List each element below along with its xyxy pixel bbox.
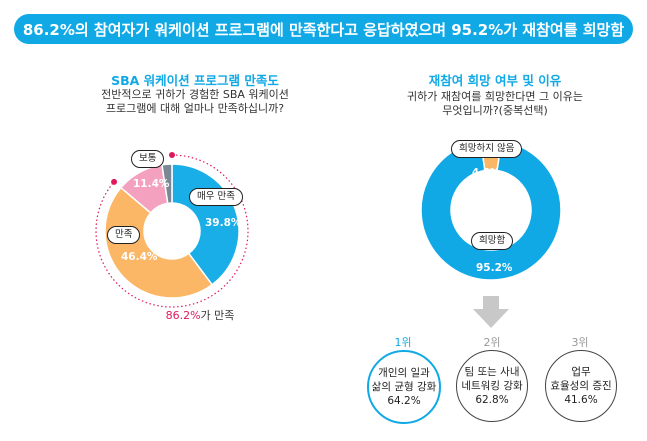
left-question-line2: 프로그램에 대해 얼마나 만족하십니까?: [105, 102, 285, 115]
slice-label-very-satisfied: 매우 만족: [189, 188, 243, 206]
summary-suffix: 가 만족: [200, 309, 235, 322]
reason-2-value: 62.8%: [475, 394, 509, 406]
arc-end-dot-right: [169, 152, 175, 158]
rejoin-slice-0: [420, 139, 562, 281]
slice-value-hope: 95.2%: [476, 262, 513, 274]
rejoin-donut: [420, 139, 562, 281]
reason-circle-rank-3: 업무 효율성의 증진 41.6%: [545, 350, 617, 422]
reason-3-line1: 업무: [571, 366, 591, 378]
slice-value-neutral: 11.4%: [133, 178, 170, 190]
reason-2-line2: 네트워킹 강화: [461, 380, 523, 392]
slice-label-satisfied: 만족: [107, 226, 141, 244]
satisfaction-slice-3: [161, 163, 173, 205]
slice-label-neutral: 보통: [131, 150, 165, 168]
slice-label-not-hope: 희망하지 않음: [451, 140, 523, 158]
reason-1-value: 64.2%: [387, 395, 421, 407]
reason-3-line2: 효율성의 증진: [550, 380, 612, 392]
left-question-line1: 전반적으로 귀하가 경험한 SBA 워케이션: [101, 88, 289, 101]
right-question-line2: 무엇입니까?(중복선택): [442, 104, 548, 117]
satisfaction-summary: 86.2%가 만족: [130, 307, 270, 323]
reason-circle-rank-2: 팀 또는 사내 네트워킹 강화 62.8%: [456, 350, 528, 422]
summary-percentage: 86.2%: [165, 309, 201, 322]
right-section-title: 재참여 희망 여부 및 이유: [428, 73, 562, 88]
slice-value-satisfied: 46.4%: [121, 251, 158, 263]
slice-value-very-satisfied: 39.8%: [205, 217, 242, 229]
rank-3-label: 3위: [571, 336, 589, 349]
rank-2-label: 2위: [483, 336, 501, 349]
reason-1-line2: 삶의 균형 강화: [371, 381, 437, 393]
right-question: 귀하가 재참여를 희망한다면 그 이유는 무엇입니까?(중복선택): [360, 90, 630, 118]
reason-2-line1: 팀 또는 사내: [464, 366, 520, 378]
slice-label-hope: 희망함: [471, 232, 514, 250]
left-section-title: SBA 워케이션 프로그램 만족도: [111, 73, 279, 88]
rank-1-label: 1위: [394, 336, 412, 349]
satisfaction-outline-arc: [95, 154, 249, 308]
satisfaction-slice-1: [104, 186, 214, 299]
reason-1-line1: 개인의 일과: [378, 367, 430, 379]
right-question-line1: 귀하가 재참여를 희망한다면 그 이유는: [407, 90, 583, 103]
headline-banner: 86.2%의 참여자가 워케이션 프로그램에 만족한다고 응답하였으며 95.2…: [14, 14, 633, 44]
left-question: 전반적으로 귀하가 경험한 SBA 워케이션 프로그램에 대해 얼마나 만족하십…: [40, 88, 350, 116]
reason-circle-rank-1: 개인의 일과 삶의 균형 강화 64.2%: [367, 350, 441, 424]
arc-end-dot-left: [111, 178, 118, 185]
reason-3-value: 41.6%: [564, 394, 598, 406]
headline-text: 86.2%의 참여자가 워케이션 프로그램에 만족한다고 응답하였으며 95.2…: [22, 20, 625, 39]
slice-value-not-hope: 4.8%: [472, 167, 500, 178]
down-arrow-icon: [473, 296, 509, 328]
